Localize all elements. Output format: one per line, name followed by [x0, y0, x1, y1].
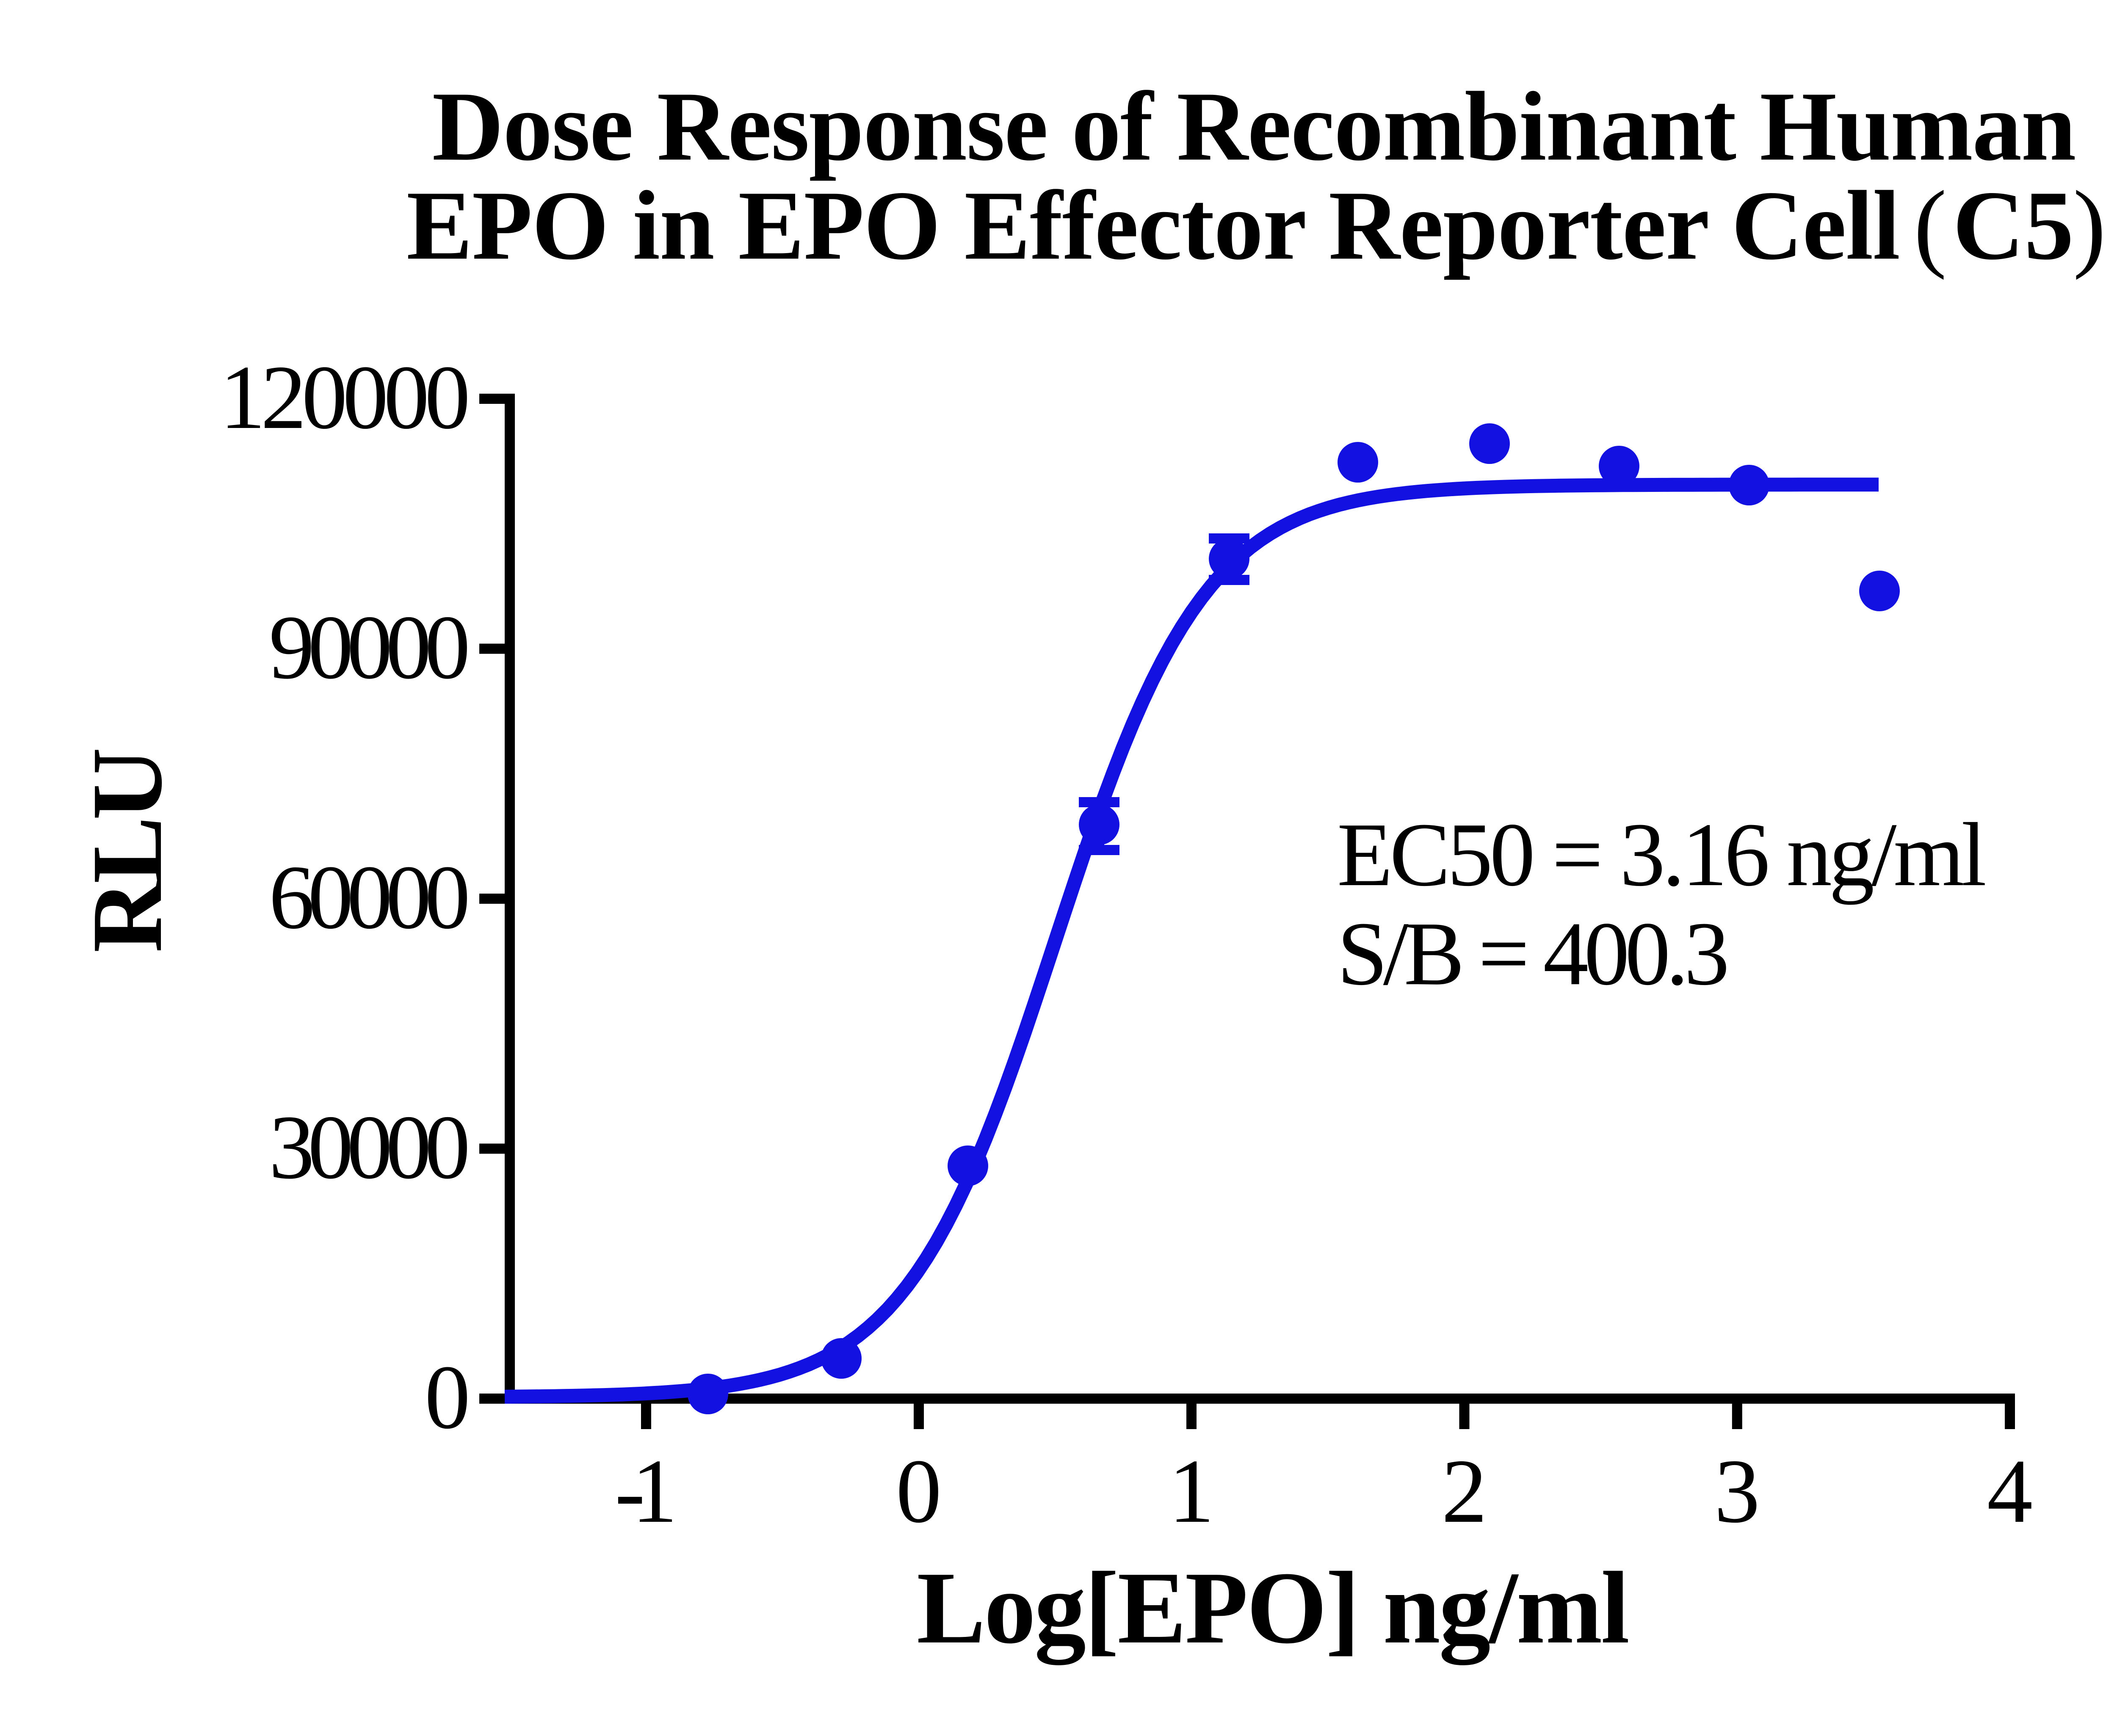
svg-text:4: 4 — [1987, 1441, 2033, 1542]
svg-text:30000: 30000 — [269, 1097, 470, 1198]
svg-text:Dose Response of Recombinant H: Dose Response of Recombinant Human — [432, 71, 2076, 181]
svg-text:2: 2 — [1442, 1441, 1487, 1542]
svg-text:1: 1 — [1169, 1441, 1214, 1542]
svg-text:3: 3 — [1714, 1441, 1760, 1542]
svg-text:90000: 90000 — [269, 597, 470, 698]
svg-text:0: 0 — [425, 1347, 470, 1448]
svg-text:EC50 = 3.16 ng/ml: EC50 = 3.16 ng/ml — [1337, 804, 1987, 905]
svg-text:60000: 60000 — [269, 847, 470, 948]
svg-text:-1: -1 — [615, 1441, 677, 1542]
svg-text:Log[EPO] ng/ml: Log[EPO] ng/ml — [917, 1551, 1630, 1665]
svg-text:0: 0 — [896, 1441, 942, 1542]
svg-text:RLU: RLU — [72, 748, 183, 953]
svg-text:120000: 120000 — [220, 347, 470, 448]
svg-text:S/B = 400.3: S/B = 400.3 — [1337, 903, 1730, 1004]
svg-text:EPO in EPO Effector Reporter C: EPO in EPO Effector Reporter Cell (C5) — [406, 170, 2106, 280]
